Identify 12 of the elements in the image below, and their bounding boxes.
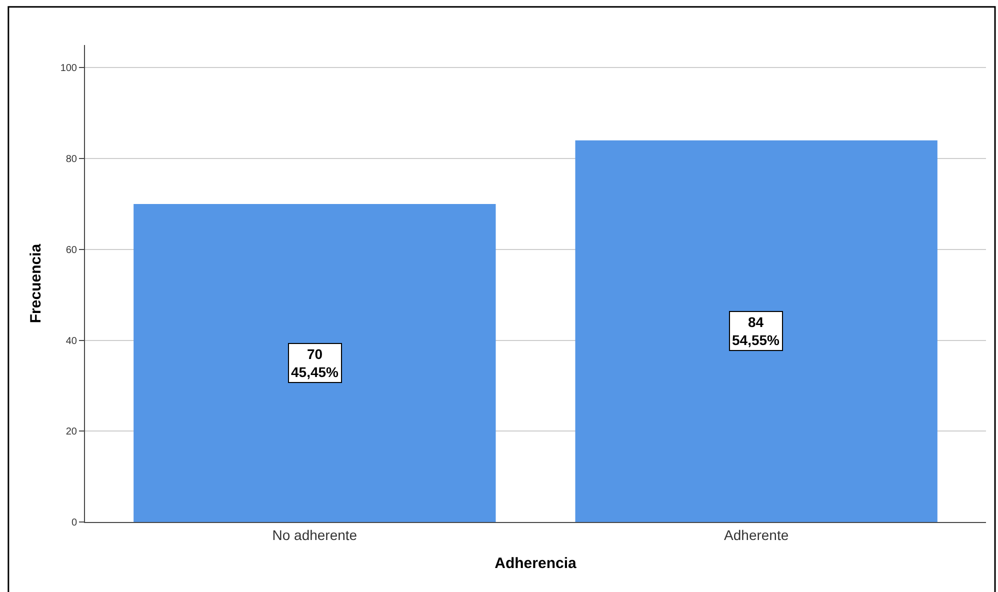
x-tick-label: Adherente bbox=[724, 526, 789, 543]
data-label: 70 45,45% bbox=[291, 346, 340, 380]
y-tick-label: 0 bbox=[71, 518, 78, 528]
y-axis-title: Frecuencia bbox=[28, 243, 45, 324]
x-axis-title: Adherencia bbox=[494, 554, 577, 572]
data-label: 84 54,55% bbox=[732, 314, 780, 348]
y-tick-label: 80 bbox=[66, 154, 78, 166]
y-tick-label: 60 bbox=[66, 244, 78, 256]
y-tick-label: 100 bbox=[60, 63, 78, 74]
y-tick-label: 20 bbox=[66, 426, 78, 438]
y-tick-label: 40 bbox=[66, 336, 78, 347]
x-tick-label: No adherente bbox=[272, 526, 358, 543]
